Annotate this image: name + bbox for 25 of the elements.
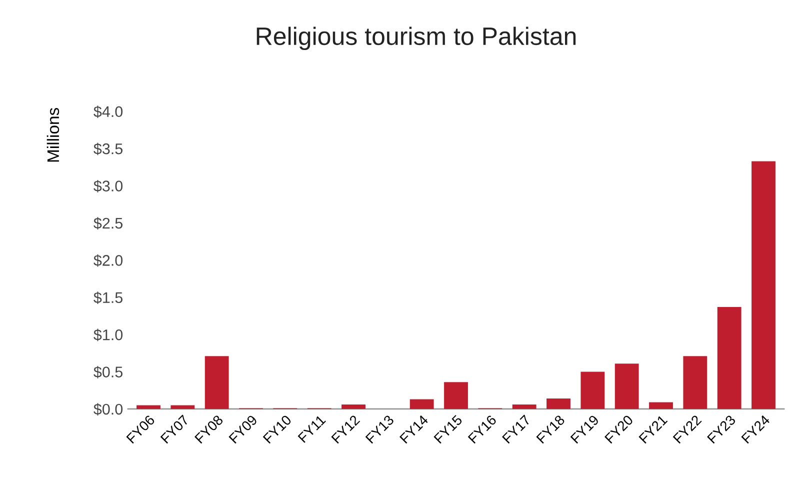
y-tick-label: $0.0	[94, 403, 123, 416]
bar	[752, 161, 776, 409]
y-tick-label: $4.0	[94, 106, 123, 118]
bar	[136, 405, 160, 409]
bar	[204, 356, 229, 409]
y-tick-label: $2.0	[94, 254, 123, 267]
bar	[512, 404, 536, 409]
bar	[546, 398, 570, 409]
bar	[717, 307, 742, 409]
bar	[580, 372, 605, 409]
bar	[170, 405, 195, 409]
y-tick-label: $1.5	[94, 292, 122, 304]
bar	[410, 399, 434, 409]
y-tick-label: $3.5	[94, 142, 122, 156]
bar	[683, 356, 708, 409]
y-tick-label: $0.5	[94, 366, 122, 378]
bar	[649, 402, 673, 409]
y-axis-title: Millions	[46, 108, 60, 162]
y-tick-label: $3.0	[94, 180, 123, 192]
bar	[342, 404, 366, 409]
chart-title: Religious tourism to Pakistan	[256, 26, 576, 50]
y-tick-label: $2.5	[94, 217, 122, 230]
bar	[444, 382, 468, 409]
bar	[614, 364, 639, 409]
y-tick-label: $1.0	[94, 328, 123, 342]
